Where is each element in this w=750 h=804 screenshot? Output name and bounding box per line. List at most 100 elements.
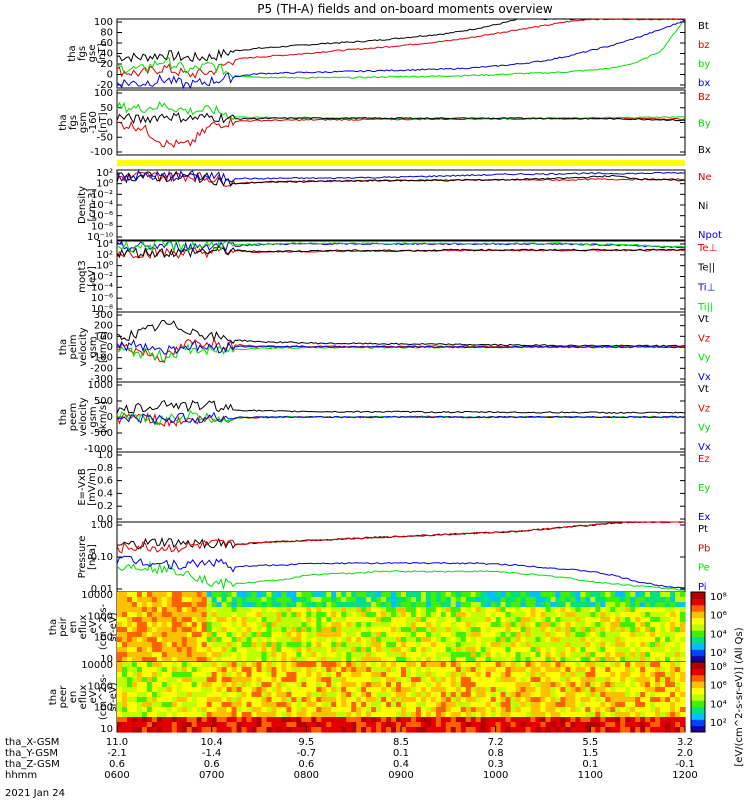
- spectrogram-cell: [156, 597, 163, 603]
- spectrogram-cell: [670, 637, 676, 643]
- spectrogram-cell: [291, 677, 297, 683]
- spectrogram-cell: [366, 602, 372, 608]
- spectrogram-cell: [585, 617, 591, 623]
- spectrogram-cell: [241, 662, 248, 668]
- spectrogram-cell: [500, 627, 507, 633]
- spectrogram-cell: [485, 692, 492, 698]
- y-tick-label: 0: [107, 342, 113, 353]
- spectrogram-cell: [485, 607, 492, 613]
- spectrogram-cell: [655, 632, 661, 638]
- spectrogram-cell: [495, 697, 502, 703]
- spectrogram-cell: [271, 637, 278, 643]
- spectrogram-cell: [440, 657, 447, 663]
- spectrogram-cell: [251, 602, 258, 608]
- spectrogram-cell: [500, 722, 507, 728]
- spectrogram-cell: [406, 652, 412, 658]
- spectrogram-cell: [396, 702, 402, 708]
- x-axis-row-label: tha_Y-GSM: [5, 748, 58, 759]
- spectrogram-cell: [181, 697, 188, 703]
- spectrogram-cell: [435, 682, 442, 688]
- spectrogram-cell: [381, 672, 387, 678]
- spectrogram-cell: [445, 682, 452, 688]
- spectrogram-cell: [276, 592, 282, 598]
- spectrogram-cell: [371, 722, 377, 728]
- spectrogram-cell: [356, 637, 362, 643]
- spectrogram-cell: [625, 657, 631, 663]
- spectrogram-cell: [136, 597, 143, 603]
- spectrogram-cell: [141, 617, 148, 623]
- x-axis-value: 2.0: [677, 748, 693, 759]
- legend-Ti⊥: Ti⊥: [697, 282, 715, 293]
- spectrogram-cell: [570, 677, 576, 683]
- spectrogram-cell: [122, 657, 128, 663]
- spectrogram-cell: [430, 722, 437, 728]
- spectrogram-cell: [206, 722, 213, 728]
- spectrogram-cell: [640, 702, 646, 708]
- spectrogram-cell: [181, 612, 188, 618]
- spectrogram-cell: [550, 617, 557, 623]
- spectrogram-cell: [630, 707, 636, 713]
- spectrogram-cell: [505, 607, 512, 613]
- y-tick-label: 0.8: [97, 463, 113, 474]
- spectrogram-cell: [196, 722, 203, 728]
- spectrogram-cell: [401, 727, 407, 733]
- spectrogram-cell: [415, 662, 422, 668]
- spectrogram-cell: [590, 627, 596, 633]
- spectrogram-cell: [171, 622, 178, 628]
- spectrogram-cell: [376, 687, 382, 693]
- spectrogram-cell: [241, 717, 248, 723]
- spectrogram-cell: [306, 647, 312, 653]
- spectrogram-cell: [570, 727, 576, 733]
- spectrogram-cell: [316, 607, 322, 613]
- spectrogram-cell: [201, 602, 208, 608]
- spectrogram-cell: [301, 692, 307, 698]
- spectrogram-cell: [525, 652, 532, 658]
- spectrogram-cell: [455, 592, 462, 598]
- spectrogram-cell: [680, 652, 686, 658]
- spectrogram-cell: [595, 632, 601, 638]
- spectrogram-cell: [485, 632, 492, 638]
- spectrogram-cell: [495, 652, 502, 658]
- spectrogram-cell: [435, 727, 442, 733]
- spectrogram-cell: [371, 642, 377, 648]
- spectrogram-cell: [186, 687, 193, 693]
- spectrogram-cell: [346, 697, 352, 703]
- spectrogram-cell: [251, 642, 258, 648]
- spectrogram-cell: [450, 702, 457, 708]
- spectrogram-cell: [371, 637, 377, 643]
- spectrogram-cell: [485, 597, 492, 603]
- spectrogram-cell: [680, 657, 686, 663]
- spectrogram-cell: [346, 682, 352, 688]
- spectrogram-cell: [246, 697, 253, 703]
- spectrogram-cell: [396, 717, 402, 723]
- spectrogram-cell: [316, 692, 322, 698]
- spectrogram-cell: [181, 617, 188, 623]
- spectrogram-cell: [625, 692, 631, 698]
- y-tick-label: 10: [100, 654, 113, 665]
- colorbar-segment: [691, 642, 705, 650]
- spectrogram-cell: [570, 607, 576, 613]
- colorbar-segment: [691, 604, 705, 612]
- spectrogram-cell: [665, 692, 671, 698]
- spectrogram-cell: [510, 667, 517, 673]
- y-tick-label: 0.10: [91, 552, 113, 563]
- y-axis-label: [mV/m]: [87, 468, 98, 506]
- spectrogram-cell: [525, 697, 532, 703]
- spectrogram-cell: [470, 712, 477, 718]
- spectrogram-cell: [545, 607, 552, 613]
- y-tick-label: 1000: [88, 611, 113, 622]
- spectrogram-cell: [276, 662, 282, 668]
- spectrogram-cell: [640, 662, 646, 668]
- spectrogram-cell: [166, 697, 173, 703]
- spectrogram-cell: [520, 692, 527, 698]
- spectrogram-cell: [146, 662, 153, 668]
- spectrogram-cell: [600, 677, 606, 683]
- spectrogram-cell: [435, 672, 442, 678]
- spectrogram-cell: [271, 617, 278, 623]
- spectrogram-cell: [216, 662, 223, 668]
- spectrogram-cell: [396, 617, 402, 623]
- spectrogram-cell: [425, 702, 432, 708]
- spectrogram-cell: [146, 597, 153, 603]
- y-tick-label: 10⁰: [96, 261, 113, 272]
- spectrogram-cell: [356, 607, 362, 613]
